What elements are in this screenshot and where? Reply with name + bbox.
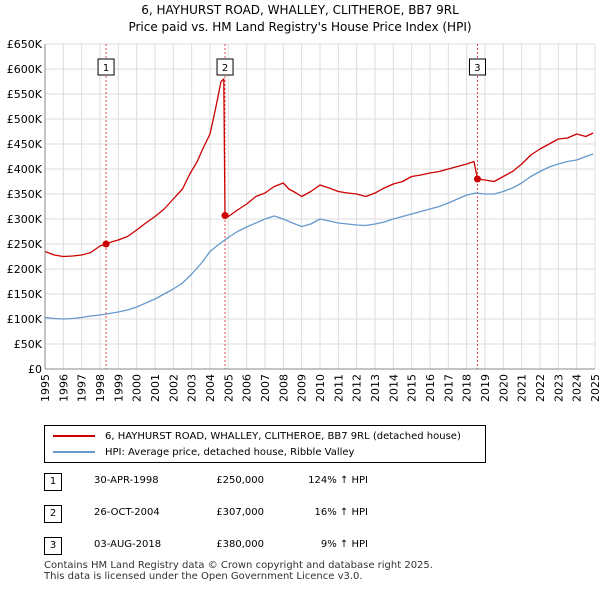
x-tick-label: 2011 xyxy=(332,374,345,402)
x-tick-label: 2012 xyxy=(351,374,364,402)
sale-row-1: 1 30-APR-1998 £250,000 124% ↑ HPI xyxy=(44,473,404,491)
sale-point xyxy=(473,175,481,183)
sale-number-badge: 3 xyxy=(44,537,62,555)
x-tick-label: 1999 xyxy=(112,374,125,402)
x-tick-label: 2006 xyxy=(241,374,254,402)
x-tick-label: 2003 xyxy=(186,374,199,402)
x-tick-label: 2000 xyxy=(131,374,144,402)
x-tick-label: 2023 xyxy=(552,374,565,402)
sale-date: 30-APR-1998 xyxy=(94,475,159,486)
sale-hpi-change: 9% ↑ HPI xyxy=(320,539,368,550)
legend-item-property: 6, HAYHURST ROAD, WHALLEY, CLITHEROE, BB… xyxy=(53,429,461,443)
x-tick-label: 2013 xyxy=(369,374,382,402)
x-tick-label: 2010 xyxy=(314,374,327,402)
y-tick-label: £500K xyxy=(7,113,43,126)
x-tick-label: 2017 xyxy=(442,374,455,402)
sale-date: 26-OCT-2004 xyxy=(94,507,160,518)
sale-price: £380,000 xyxy=(216,539,264,550)
x-tick-label: 2015 xyxy=(406,374,419,402)
x-tick-label: 2008 xyxy=(277,374,290,402)
footer-line2: This data is licensed under the Open Gov… xyxy=(44,571,363,582)
legend-swatch-hpi xyxy=(53,451,95,453)
sale-point xyxy=(102,240,110,248)
x-tick-label: 2021 xyxy=(516,374,529,402)
x-tick-label: 1996 xyxy=(57,374,70,402)
x-tick-label: 2025 xyxy=(589,374,600,402)
sale-price: £307,000 xyxy=(216,507,264,518)
y-tick-label: £100K xyxy=(7,313,43,326)
y-tick-label: £550K xyxy=(7,88,43,101)
footer-line1: Contains HM Land Registry data © Crown c… xyxy=(44,560,433,571)
x-tick-label: 2020 xyxy=(497,374,510,402)
sale-point xyxy=(221,212,229,219)
x-tick-label: 2019 xyxy=(479,374,492,402)
x-tick-label: 1995 xyxy=(39,374,52,402)
sale-number-badge: 1 xyxy=(44,473,62,491)
y-tick-label: £350K xyxy=(7,188,43,201)
sale-label-box xyxy=(97,58,115,76)
sale-label-text: 3 xyxy=(474,63,480,74)
sale-label-text: 2 xyxy=(222,63,228,74)
x-tick-label: 2009 xyxy=(296,374,309,402)
legend-label-hpi: HPI: Average price, detached house, Ribb… xyxy=(105,446,355,458)
y-tick-label: £50K xyxy=(14,338,43,351)
sale-price: £250,000 xyxy=(216,475,264,486)
sale-hpi-change: 16% ↑ HPI xyxy=(314,507,368,518)
x-tick-label: 1998 xyxy=(94,374,107,402)
sale-row-2: 2 26-OCT-2004 £307,000 16% ↑ HPI xyxy=(44,505,404,523)
legend-label-property: 6, HAYHURST ROAD, WHALLEY, CLITHEROE, BB… xyxy=(105,430,461,442)
y-tick-label: £650K xyxy=(7,38,43,51)
y-tick-label: £300K xyxy=(7,213,43,226)
y-tick-label: £150K xyxy=(7,288,43,301)
sale-label-box xyxy=(468,58,486,76)
x-tick-label: 2001 xyxy=(149,374,162,402)
y-tick-label: £600K xyxy=(7,63,43,76)
y-tick-label: £450K xyxy=(7,138,43,151)
chart-legend: 6, HAYHURST ROAD, WHALLEY, CLITHEROE, BB… xyxy=(44,425,486,463)
y-tick-label: £200K xyxy=(7,263,43,276)
price-chart: £0 £50K £100K £150K £200K £250K £300K £350K £400… xyxy=(7,38,600,402)
sale-label-text: 1 xyxy=(103,63,109,74)
legend-item-hpi: HPI: Average price, detached house, Ribb… xyxy=(53,445,354,459)
y-tick-label: £0 xyxy=(28,363,42,376)
x-tick-label: 2014 xyxy=(387,374,400,402)
x-tick-label: 2018 xyxy=(461,374,474,402)
x-tick-label: 2016 xyxy=(424,374,437,402)
y-tick-label: £250K xyxy=(7,238,43,251)
y-tick-label: £400K xyxy=(7,163,43,176)
x-tick-label: 2007 xyxy=(259,374,272,402)
sale-number-badge: 2 xyxy=(44,505,62,523)
x-tick-label: 1997 xyxy=(76,374,89,402)
chart-title-line1: 6, HAYHURST ROAD, WHALLEY, CLITHEROE, BB… xyxy=(141,3,459,17)
sale-row-3: 3 03-AUG-2018 £380,000 9% ↑ HPI xyxy=(44,537,404,555)
x-tick-label: 2022 xyxy=(534,374,547,402)
sale-label-box xyxy=(216,58,234,76)
x-tick-label: 2004 xyxy=(204,374,217,402)
legend-swatch-property xyxy=(53,435,95,437)
sale-date: 03-AUG-2018 xyxy=(94,539,162,550)
chart-title-line2: Price paid vs. HM Land Registry's House … xyxy=(128,20,472,34)
x-tick-label: 2005 xyxy=(222,374,235,402)
chart-title: 6, HAYHURST ROAD, WHALLEY, CLITHEROE, BB… xyxy=(0,2,600,36)
sale-hpi-change: 124% ↑ HPI xyxy=(308,475,368,486)
footer-attribution: Contains HM Land Registry data © Crown c… xyxy=(44,560,433,582)
x-tick-label: 2024 xyxy=(571,374,584,402)
property-price-line xyxy=(44,78,594,258)
hpi-line xyxy=(44,153,594,320)
x-tick-label: 2002 xyxy=(167,374,180,402)
